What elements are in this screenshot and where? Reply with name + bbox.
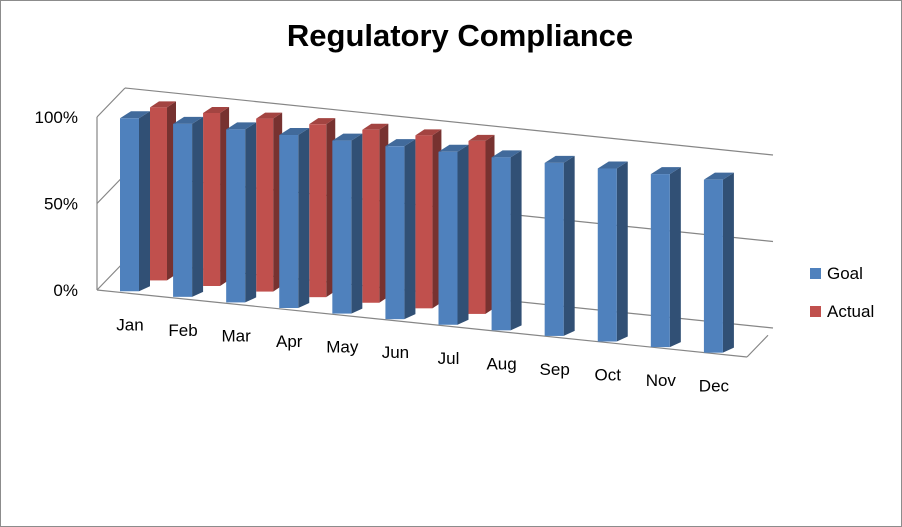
goal-bar-jul — [438, 151, 458, 325]
actual-bar-jul — [468, 140, 486, 314]
legend-label-goal: Goal — [827, 264, 863, 283]
x-tick-label: May — [326, 338, 359, 357]
goal-bar-oct-side — [616, 161, 628, 342]
x-tick-label: Jan — [116, 315, 143, 334]
x-tick-label: Jun — [382, 343, 409, 362]
legend-swatch-goal — [810, 268, 821, 279]
actual-bar-jan-top — [150, 101, 176, 108]
goal-bar-jan-side — [139, 111, 150, 292]
legend-label-actual: Actual — [827, 302, 874, 321]
actual-bar-apr-top — [309, 118, 336, 125]
goal-bar-jun-side — [404, 139, 416, 320]
floor-right-edge — [746, 334, 769, 358]
goal-bar-nov — [650, 174, 670, 348]
x-tick-label: Aug — [486, 354, 516, 373]
x-tick-label: Oct — [595, 366, 622, 385]
goal-bar-jul-top — [438, 144, 469, 152]
goal-bar-aug-side — [510, 150, 522, 331]
goal-bar-oct-top — [597, 161, 628, 169]
goal-bar-feb-side — [192, 116, 204, 297]
goal-bar-oct — [597, 168, 617, 342]
goal-bar-may-side — [351, 133, 363, 314]
goal-bar-jan-top — [120, 111, 150, 119]
goal-bar-jan — [120, 118, 139, 292]
back-gridline-100 — [124, 87, 774, 156]
goal-bar-apr-top — [279, 128, 310, 136]
goal-bar-sep — [544, 162, 564, 336]
goal-bar-feb-top — [173, 116, 204, 124]
goal-bar-dec — [703, 179, 723, 353]
goal-bar-mar-side — [245, 122, 257, 303]
x-tick-label: Feb — [168, 321, 197, 340]
goal-bar-apr — [279, 135, 299, 309]
actual-bar-may — [362, 129, 380, 303]
actual-bar-jun — [415, 135, 433, 309]
goal-bar-sep-top — [544, 155, 575, 163]
goal-bar-mar-top — [226, 122, 257, 130]
actual-bar-may-top — [362, 123, 389, 130]
actual-bar-feb-top — [203, 107, 230, 114]
goal-bar-mar — [226, 129, 246, 303]
x-tick-label: Mar — [222, 326, 252, 345]
x-tick-label: Sep — [540, 360, 570, 379]
goal-bar-may-top — [332, 133, 363, 141]
x-tick-label: Nov — [646, 371, 677, 390]
chart-title: Regulatory Compliance — [286, 18, 634, 53]
y-tick-label: 0% — [53, 281, 78, 300]
goal-bar-jun-top — [385, 139, 416, 147]
goal-bar-dec-side — [722, 172, 734, 353]
goal-bar-aug-top — [491, 150, 522, 158]
actual-bar-jun-top — [415, 129, 442, 136]
goal-bar-sep-side — [563, 155, 575, 336]
goal-bar-jul-side — [457, 144, 469, 325]
goal-bar-jun — [385, 146, 405, 320]
y-tick-label: 100% — [35, 108, 78, 127]
goal-bar-nov-side — [669, 167, 681, 348]
y-tick-label: 50% — [44, 195, 78, 214]
x-tick-label: Dec — [699, 377, 730, 396]
actual-bar-mar — [256, 118, 274, 292]
goal-bar-nov-top — [650, 167, 681, 175]
actual-bar-mar-top — [256, 112, 283, 119]
goal-bar-aug — [491, 157, 511, 331]
actual-bar-apr — [309, 124, 327, 298]
goal-bar-feb — [173, 123, 193, 297]
actual-bar-jul-top — [468, 134, 495, 141]
side-gridline-100 — [96, 87, 126, 118]
floor-front-edge — [96, 289, 748, 358]
actual-bar-feb — [203, 113, 221, 287]
goal-bar-dec-top — [703, 172, 734, 180]
goal-bar-may — [332, 140, 352, 314]
actual-bar-jan — [150, 107, 167, 281]
legend-swatch-actual — [810, 306, 821, 317]
x-tick-label: Apr — [276, 332, 303, 351]
x-tick-label: Jul — [438, 349, 460, 368]
goal-bar-apr-side — [298, 128, 310, 309]
